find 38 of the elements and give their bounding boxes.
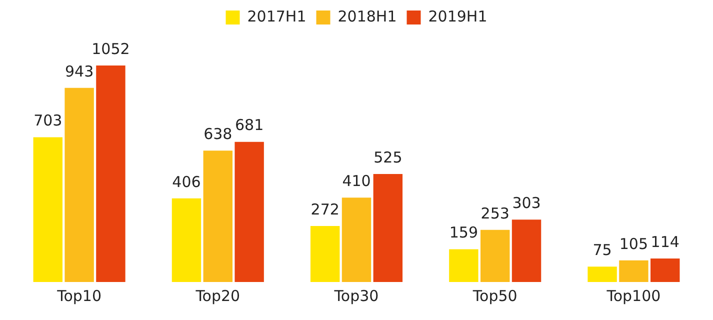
data-label: 159: [449, 224, 478, 242]
bar: [480, 230, 510, 282]
legend-label: 2017H1: [247, 7, 306, 26]
data-label: 303: [512, 194, 541, 212]
data-label: 105: [619, 234, 648, 253]
data-label: 638: [204, 125, 232, 144]
bar: [310, 226, 340, 282]
bar: [373, 174, 403, 282]
bar: [449, 249, 478, 282]
data-label: 943: [64, 62, 94, 80]
data-label: 272: [310, 200, 340, 218]
x-tick-label: Top50: [472, 286, 518, 305]
bar: [33, 137, 62, 282]
bar: [650, 258, 680, 282]
data-label: 681: [234, 116, 264, 134]
data-label: 406: [172, 172, 201, 191]
bar: [234, 142, 264, 282]
bar: [619, 260, 648, 282]
bar: [96, 65, 126, 282]
bar: [64, 88, 94, 282]
x-tick-label: Top10: [56, 286, 102, 305]
data-label: 253: [480, 204, 510, 222]
bar: [172, 198, 202, 282]
bar: [588, 266, 617, 282]
x-tick-label: Top100: [606, 286, 661, 305]
legend-label: 2019H1: [428, 7, 488, 26]
data-label: 410: [342, 172, 371, 190]
bar: [203, 150, 233, 282]
data-label: 114: [650, 232, 680, 251]
data-label: 75: [592, 240, 612, 259]
x-tick-label: Top20: [194, 286, 240, 305]
bar: [512, 220, 542, 282]
data-label: 703: [34, 112, 62, 130]
data-label: 1052: [92, 40, 130, 58]
legend-label: 2018H1: [338, 7, 397, 26]
data-label: 525: [374, 148, 402, 166]
bar: [342, 198, 372, 282]
x-tick-label: Top30: [333, 286, 379, 305]
